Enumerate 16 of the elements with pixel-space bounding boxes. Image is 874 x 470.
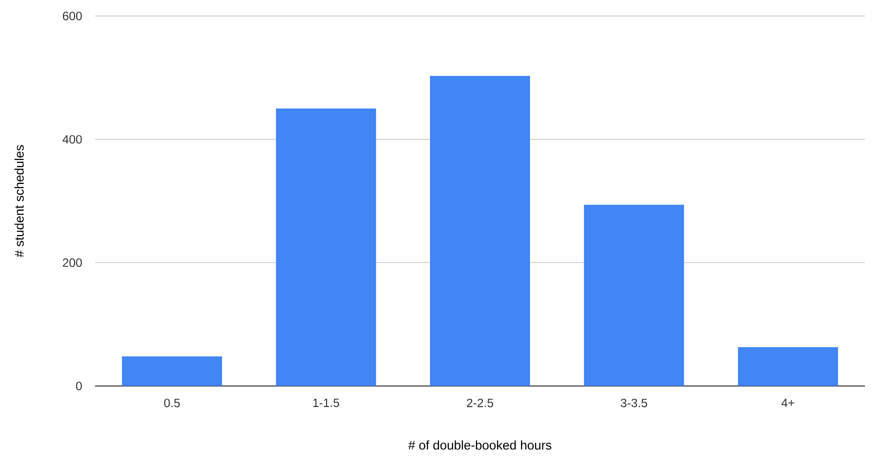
x-axis-title: # of double-booked hours (408, 440, 552, 450)
x-tick-label: 0.5 (164, 398, 180, 408)
y-tick-label: 0 (76, 382, 82, 390)
y-tick-label: 400 (62, 135, 82, 144)
y-tick-label: 600 (62, 12, 82, 20)
x-tick-label: 2-2.5 (466, 398, 494, 408)
y-axis-title: # student schedules (14, 145, 24, 258)
bar (122, 356, 222, 386)
bar (430, 76, 530, 386)
x-tick-label: 4+ (781, 398, 794, 407)
y-tick-label: 200 (62, 258, 82, 267)
x-tick-label: 3-3.5 (620, 398, 648, 408)
bar (276, 108, 376, 386)
bar (738, 347, 838, 386)
x-tick-label: 1-1.5 (313, 398, 340, 408)
bar (584, 204, 684, 386)
